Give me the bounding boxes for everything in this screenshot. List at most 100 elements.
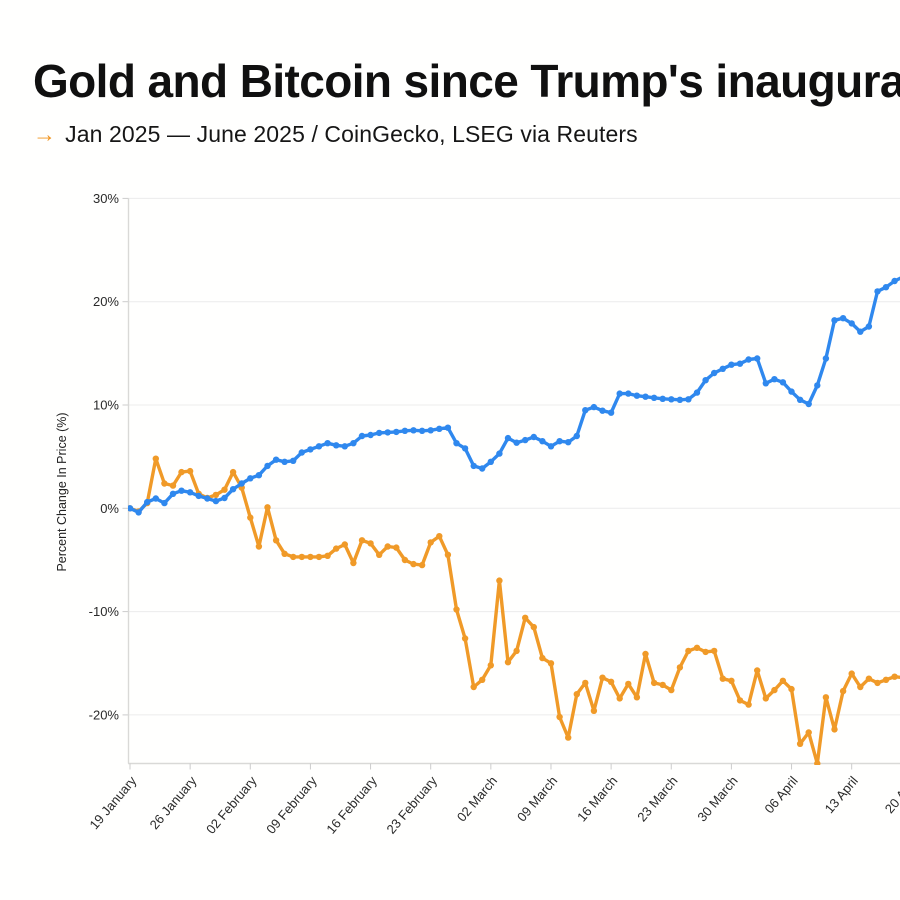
gold-point — [504, 434, 512, 442]
gold-point — [444, 424, 452, 431]
gold-point — [161, 499, 168, 507]
x-tick-label: 16 March — [574, 773, 620, 824]
gold-point — [547, 443, 555, 450]
gold-line-series — [128, 276, 900, 516]
x-tick-label: 26 January — [147, 773, 200, 832]
gold-point — [719, 365, 726, 372]
gold-point — [418, 427, 426, 434]
chart-header: Gold and Bitcoin since Trump's inaugurat… — [33, 56, 900, 148]
gold-point — [350, 440, 357, 447]
gold-point — [298, 449, 305, 456]
gold-point — [204, 495, 211, 502]
y-tick-label: -10% — [89, 604, 120, 619]
page-title: Gold and Bitcoin since Trump's inaugurat… — [33, 56, 900, 107]
gold-point — [556, 438, 563, 445]
bitcoin-point — [822, 694, 830, 701]
gold-point — [788, 388, 795, 395]
gold-point — [212, 497, 220, 505]
gold-point — [128, 505, 134, 512]
bitcoin-point — [470, 683, 477, 691]
bitcoin-point — [496, 577, 503, 584]
gold-point — [453, 440, 460, 447]
y-tick-label: -20% — [89, 707, 120, 722]
bitcoin-point — [839, 687, 847, 695]
gold-point — [805, 400, 812, 408]
gold-point — [659, 395, 666, 402]
gridlines — [128, 197, 900, 716]
bitcoin-point — [255, 543, 263, 550]
gold-line — [128, 276, 900, 515]
gold-point — [186, 489, 194, 496]
chart-subtitle: → Jan 2025 — June 2025 / CoinGecko, LSEG… — [33, 121, 900, 148]
bitcoin-point — [453, 606, 460, 613]
gold-point — [384, 429, 391, 436]
bitcoin-point — [178, 468, 185, 476]
bitcoin-point — [616, 695, 623, 702]
gold-point — [169, 490, 177, 497]
bitcoin-point — [427, 539, 434, 546]
gold-point — [513, 439, 520, 446]
bitcoin-point — [513, 647, 520, 655]
x-tick-label: 19 January — [86, 773, 139, 832]
bitcoin-point — [711, 647, 718, 655]
gold-point — [582, 407, 589, 414]
bitcoin-point — [633, 694, 641, 701]
bitcoin-point — [565, 734, 572, 741]
x-tick-label: 20 April — [882, 773, 900, 816]
gold-point — [702, 377, 709, 384]
bitcoin-point — [599, 674, 606, 681]
bitcoin-point — [676, 664, 684, 671]
bitcoin-point — [848, 670, 855, 677]
gold-point — [745, 356, 752, 363]
gold-point — [461, 445, 469, 452]
bitcoin-point — [315, 553, 323, 561]
x-tick-label: 23 March — [634, 773, 680, 824]
gold-point — [401, 427, 409, 434]
gold-point — [152, 495, 159, 502]
gold-point — [410, 427, 417, 434]
gold-point — [762, 380, 769, 387]
bitcoin-point — [582, 679, 589, 687]
gold-point — [590, 403, 598, 411]
bitcoin-line-series — [128, 455, 900, 765]
bitcoin-point — [788, 685, 795, 693]
bitcoin-point — [504, 659, 512, 666]
y-tick-label: 20% — [93, 294, 119, 309]
x-tick-label: 23 February — [383, 773, 440, 837]
x-tick-label: 30 March — [694, 773, 740, 824]
gold-point — [711, 369, 718, 377]
bitcoin-point — [341, 541, 348, 548]
bitcoin-point — [324, 552, 331, 559]
bitcoin-point — [556, 713, 563, 721]
bitcoin-point — [642, 650, 649, 658]
gold-point — [479, 465, 486, 472]
bitcoin-point — [805, 729, 812, 736]
y-tick-label: 30% — [93, 191, 119, 206]
bitcoin-point — [487, 662, 494, 669]
bitcoin-point — [152, 455, 159, 462]
bitcoin-point — [384, 543, 391, 550]
gold-point — [839, 315, 847, 322]
bitcoin-point — [376, 551, 383, 558]
bitcoin-point — [444, 551, 452, 558]
gold-point — [693, 389, 701, 396]
gold-point — [599, 407, 606, 414]
bitcoin-point — [418, 561, 426, 569]
gold-point — [247, 475, 254, 482]
bitcoin-point — [307, 553, 314, 561]
bitcoin-point — [169, 482, 177, 489]
bitcoin-point — [625, 680, 632, 688]
x-tick-label: 02 February — [203, 773, 260, 837]
gold-point — [135, 509, 142, 516]
x-tick-label: 16 February — [323, 773, 380, 837]
bitcoin-point — [590, 707, 598, 714]
y-tick-label: 0% — [100, 501, 119, 516]
gold-point — [315, 443, 323, 450]
gold-point — [393, 428, 400, 436]
bitcoin-point — [161, 480, 168, 487]
gold-point — [264, 462, 271, 470]
gold-point — [754, 355, 761, 362]
bitcoin-point — [522, 614, 529, 621]
gold-point — [607, 409, 615, 416]
